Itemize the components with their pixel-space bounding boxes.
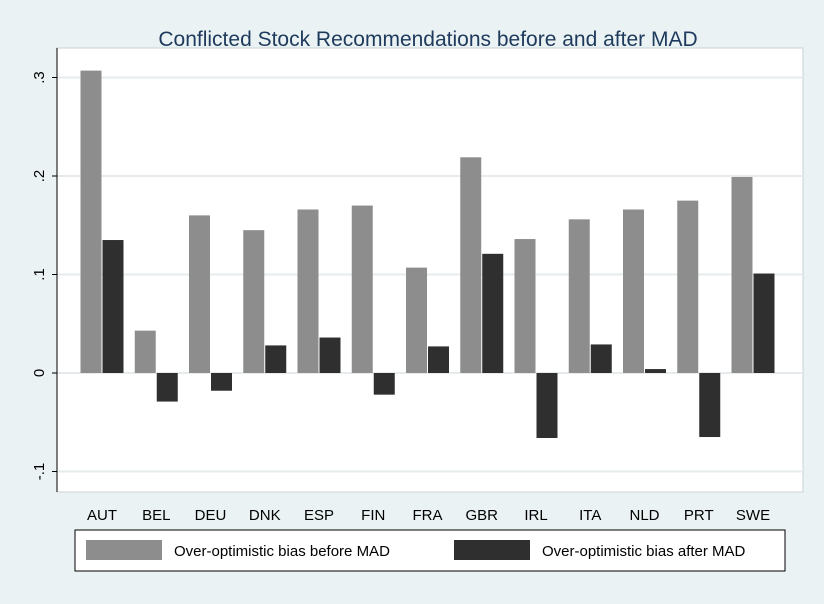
x-tick-label: BEL	[142, 507, 170, 524]
x-tick-label: PRT	[684, 507, 714, 524]
x-tick-label: NLD	[629, 507, 659, 524]
bar-after	[265, 345, 287, 373]
y-tick-label: .1	[31, 268, 48, 281]
bar-after	[482, 253, 504, 373]
bar-after	[590, 344, 612, 373]
bar-after	[211, 373, 232, 391]
legend-swatch-after	[454, 540, 530, 560]
y-tick-label: 0	[31, 369, 48, 377]
legend-swatch-before	[86, 540, 162, 560]
x-tick-label: SWE	[736, 507, 770, 524]
bar-before	[189, 215, 210, 373]
x-axis: AUT BEL DEU DNK ESP FIN FRA GBR IRL ITA NLD PRT SWE	[87, 507, 770, 524]
x-tick-label: AUT	[87, 507, 117, 524]
bar-before	[677, 200, 699, 373]
x-tick-label: FRA	[413, 507, 443, 524]
bar-after	[428, 346, 449, 373]
bar-after	[156, 373, 178, 402]
x-tick-label: ITA	[579, 507, 601, 524]
bar-after	[645, 369, 666, 373]
x-tick-label: ESP	[304, 507, 334, 524]
bar-before	[297, 209, 319, 373]
x-tick-label: IRL	[524, 507, 547, 524]
bar-before	[731, 176, 753, 373]
x-tick-label: GBR	[465, 507, 498, 524]
bar-before	[351, 205, 373, 373]
y-axis: -.1 0 .1 .2 .3	[31, 48, 58, 492]
bar-before	[80, 70, 102, 373]
bar-after	[753, 273, 775, 373]
chart-title: Conflicted Stock Recommendations before …	[158, 28, 697, 51]
bar-before	[243, 230, 265, 373]
bar-after	[102, 240, 124, 373]
bar-before	[406, 267, 427, 373]
bar-before	[623, 209, 644, 373]
legend-label-after: Over-optimistic bias after MAD	[542, 543, 746, 560]
bar-before	[460, 157, 482, 373]
bar-after	[536, 373, 558, 439]
x-tick-label: DNK	[249, 507, 281, 524]
x-tick-label: FIN	[361, 507, 385, 524]
bar-before	[134, 330, 156, 373]
y-tick-label: .3	[31, 71, 48, 84]
legend-label-before: Over-optimistic bias before MAD	[174, 543, 390, 560]
bar-after	[699, 373, 721, 438]
bars	[80, 70, 775, 439]
y-tick-label: -.1	[31, 463, 48, 481]
legend-box	[74, 529, 786, 572]
legend: Over-optimistic bias before MAD Over-opt…	[74, 529, 786, 572]
bar-before	[568, 219, 590, 373]
bar-before	[514, 239, 536, 373]
y-tick-label: .2	[31, 170, 48, 183]
x-tick-label: DEU	[195, 507, 227, 524]
bar-after	[373, 373, 395, 395]
bar-after	[319, 337, 341, 373]
